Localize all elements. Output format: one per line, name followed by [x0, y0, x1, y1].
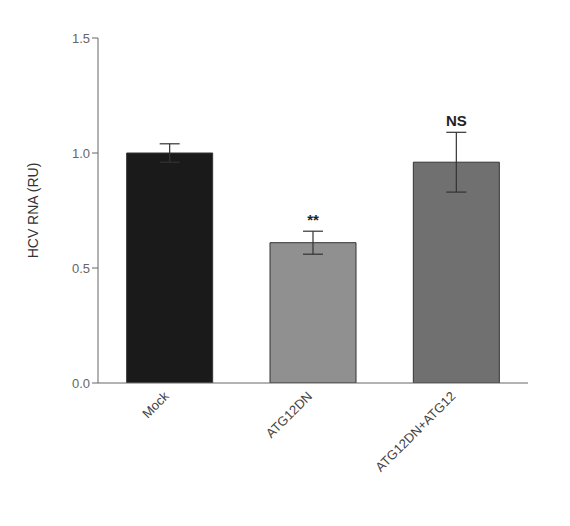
svg-text:1.0: 1.0	[72, 146, 90, 161]
svg-text:Mock: Mock	[139, 388, 172, 421]
svg-text:NS: NS	[446, 112, 467, 129]
svg-text:1.5: 1.5	[72, 31, 90, 46]
svg-text:ATG12DN: ATG12DN	[263, 389, 315, 441]
svg-text:ATG12DN+ATG12: ATG12DN+ATG12	[372, 389, 458, 475]
svg-text:0.5: 0.5	[72, 261, 90, 276]
svg-text:0.0: 0.0	[72, 376, 90, 391]
svg-text:HCV RNA (RU): HCV RNA (RU)	[25, 163, 41, 259]
svg-text:**: **	[307, 211, 319, 228]
